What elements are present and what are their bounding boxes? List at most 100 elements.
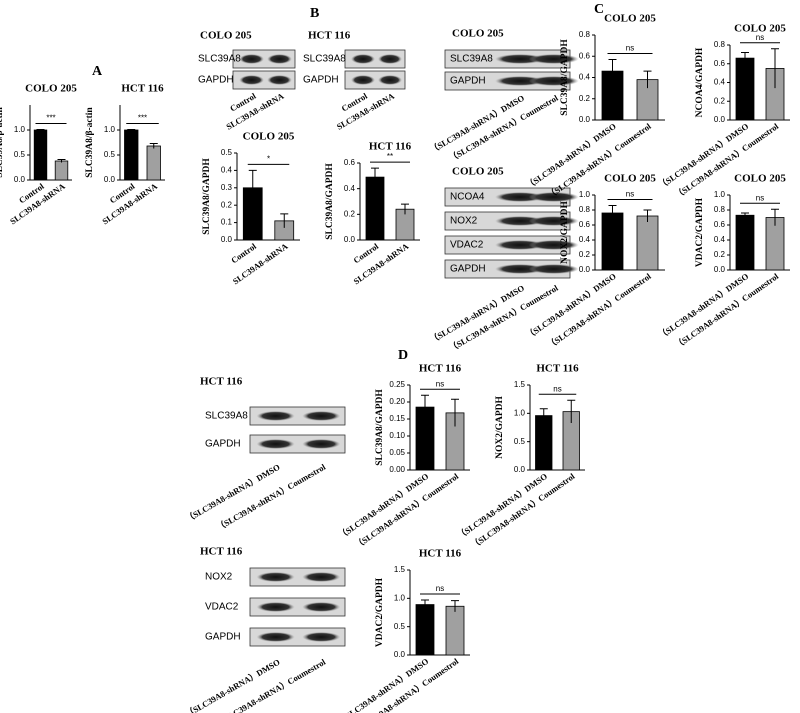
y-tick-label: 0.0	[394, 650, 406, 659]
y-tick-label: 0.6	[714, 220, 726, 229]
y-tick-label: 0.4	[221, 166, 233, 175]
error-bar	[567, 399, 576, 423]
y-tick-label: 0.0	[14, 175, 26, 184]
y-tick-label: 0.20	[389, 397, 405, 406]
significance-label: ns	[436, 584, 444, 593]
y-tick-label: 0.10	[389, 431, 405, 440]
band-label: GAPDH	[198, 75, 234, 86]
bar	[33, 129, 48, 181]
y-tick-label: 0.5	[104, 150, 116, 159]
error-bar	[643, 70, 652, 89]
blot-band	[256, 439, 295, 449]
chart-title: COLO 205	[25, 83, 77, 95]
significance-label: ns	[553, 384, 561, 393]
y-tick-label: 1.0	[579, 190, 591, 199]
error-bar	[371, 167, 379, 187]
bar	[415, 604, 435, 656]
y-tick-label: 1.0	[14, 125, 26, 134]
y-axis-title: VDAC2/GAPDH	[695, 197, 705, 267]
band-label: SLC39A8	[205, 411, 248, 422]
band-label: SLC39A8	[303, 54, 346, 65]
y-tick-label: 0.0	[714, 115, 726, 124]
blot-band	[267, 54, 292, 64]
y-tick-label: 0.4	[714, 78, 726, 87]
bar	[636, 215, 659, 271]
error-bar	[741, 212, 749, 218]
y-axis-title: NOX2/GAPDH	[495, 395, 505, 458]
significance-label: ns	[626, 44, 634, 53]
chart-title: HCT 116	[419, 363, 462, 375]
bar	[735, 57, 755, 121]
error-bar	[57, 159, 66, 163]
error-bar	[771, 48, 779, 89]
y-tick-label: 1.0	[714, 190, 726, 199]
significance-label: *	[267, 155, 270, 164]
blot-band	[256, 411, 295, 421]
y-tick-label: 0.5	[394, 622, 406, 631]
error-bar	[451, 600, 459, 612]
y-tick-label: 0.6	[344, 158, 356, 167]
y-axis-title: NOX2/GAPDH	[560, 200, 570, 263]
y-tick-label: 0.4	[579, 73, 591, 82]
blot-band	[302, 572, 341, 582]
error-bar	[401, 203, 409, 215]
y-tick-label: 0.6	[579, 51, 591, 60]
y-tick-label: 0.3	[221, 183, 233, 192]
significance-label: **	[387, 152, 393, 161]
error-bar	[248, 169, 257, 206]
error-bar	[539, 408, 548, 423]
error-bar	[149, 143, 158, 149]
chart-title: COLO 205	[604, 173, 656, 185]
y-tick-label: 0.2	[579, 94, 591, 103]
band-label: GAPDH	[450, 76, 486, 87]
blot-band	[302, 632, 341, 642]
y-tick-label: 0.2	[714, 250, 726, 259]
error-bar	[280, 213, 289, 228]
error-bar	[608, 58, 617, 83]
panel-label: C	[594, 2, 604, 17]
y-axis-title: NCOA4/GAPDH	[695, 47, 705, 117]
y-tick-label: 0.4	[714, 235, 726, 244]
y-tick-label: 0.8	[714, 205, 726, 214]
band-label: NOX2	[450, 216, 478, 227]
y-tick-label: 0.0	[714, 265, 726, 274]
panel-label: D	[398, 348, 408, 363]
band-label: SLC39A8	[450, 54, 493, 65]
error-bar	[127, 129, 136, 131]
bar	[445, 605, 465, 656]
y-axis-title: SLC39A8/GAPDH	[325, 163, 335, 240]
blot-band	[528, 240, 579, 250]
chart-title: HCT 116	[121, 83, 164, 95]
blot-band	[302, 602, 341, 612]
panel-label: A	[92, 64, 103, 79]
blot-band	[528, 54, 579, 64]
significance-label: ***	[138, 114, 147, 123]
blot-title: HCT 116	[200, 546, 243, 558]
chart-title: HCT 116	[536, 363, 579, 375]
y-axis-title: SLC39A8/GAPDH	[202, 158, 212, 235]
y-axis-title: SLC39A8/β-actin	[85, 107, 95, 178]
chart-title: HCT 116	[419, 548, 462, 560]
blot-band	[528, 216, 579, 226]
y-tick-label: 0.6	[714, 59, 726, 68]
blot-title: COLO 205	[452, 28, 504, 40]
band-label: NCOA4	[450, 192, 485, 203]
y-tick-label: 0.8	[579, 205, 591, 214]
y-tick-label: 0.00	[389, 465, 405, 474]
bar	[124, 129, 139, 181]
chart-title: COLO 205	[734, 173, 786, 185]
y-tick-label: 1.0	[104, 125, 116, 134]
x-tick-label: SLC39A8-shRNA	[352, 241, 411, 287]
bar	[735, 214, 755, 271]
blot-band	[378, 54, 402, 64]
error-bar	[741, 52, 749, 64]
significance-label: ***	[46, 114, 55, 123]
blot-band	[351, 54, 375, 64]
y-tick-label: 0.5	[221, 148, 233, 157]
chart-title: COLO 205	[734, 23, 786, 35]
y-tick-label: 0.4	[344, 184, 356, 193]
significance-label: ns	[436, 379, 444, 388]
y-tick-label: 0.0	[579, 115, 591, 124]
y-tick-label: 0.2	[221, 200, 233, 209]
y-axis-title: VDAC2/GAPDH	[375, 577, 385, 647]
